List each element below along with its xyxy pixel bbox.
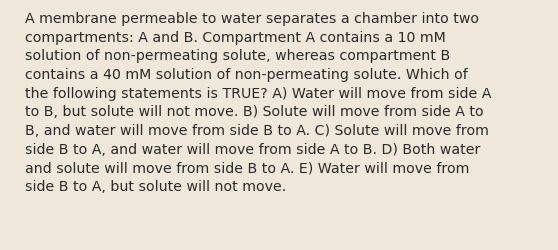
Text: A membrane permeable to water separates a chamber into two
compartments: A and B: A membrane permeable to water separates …	[25, 12, 491, 193]
